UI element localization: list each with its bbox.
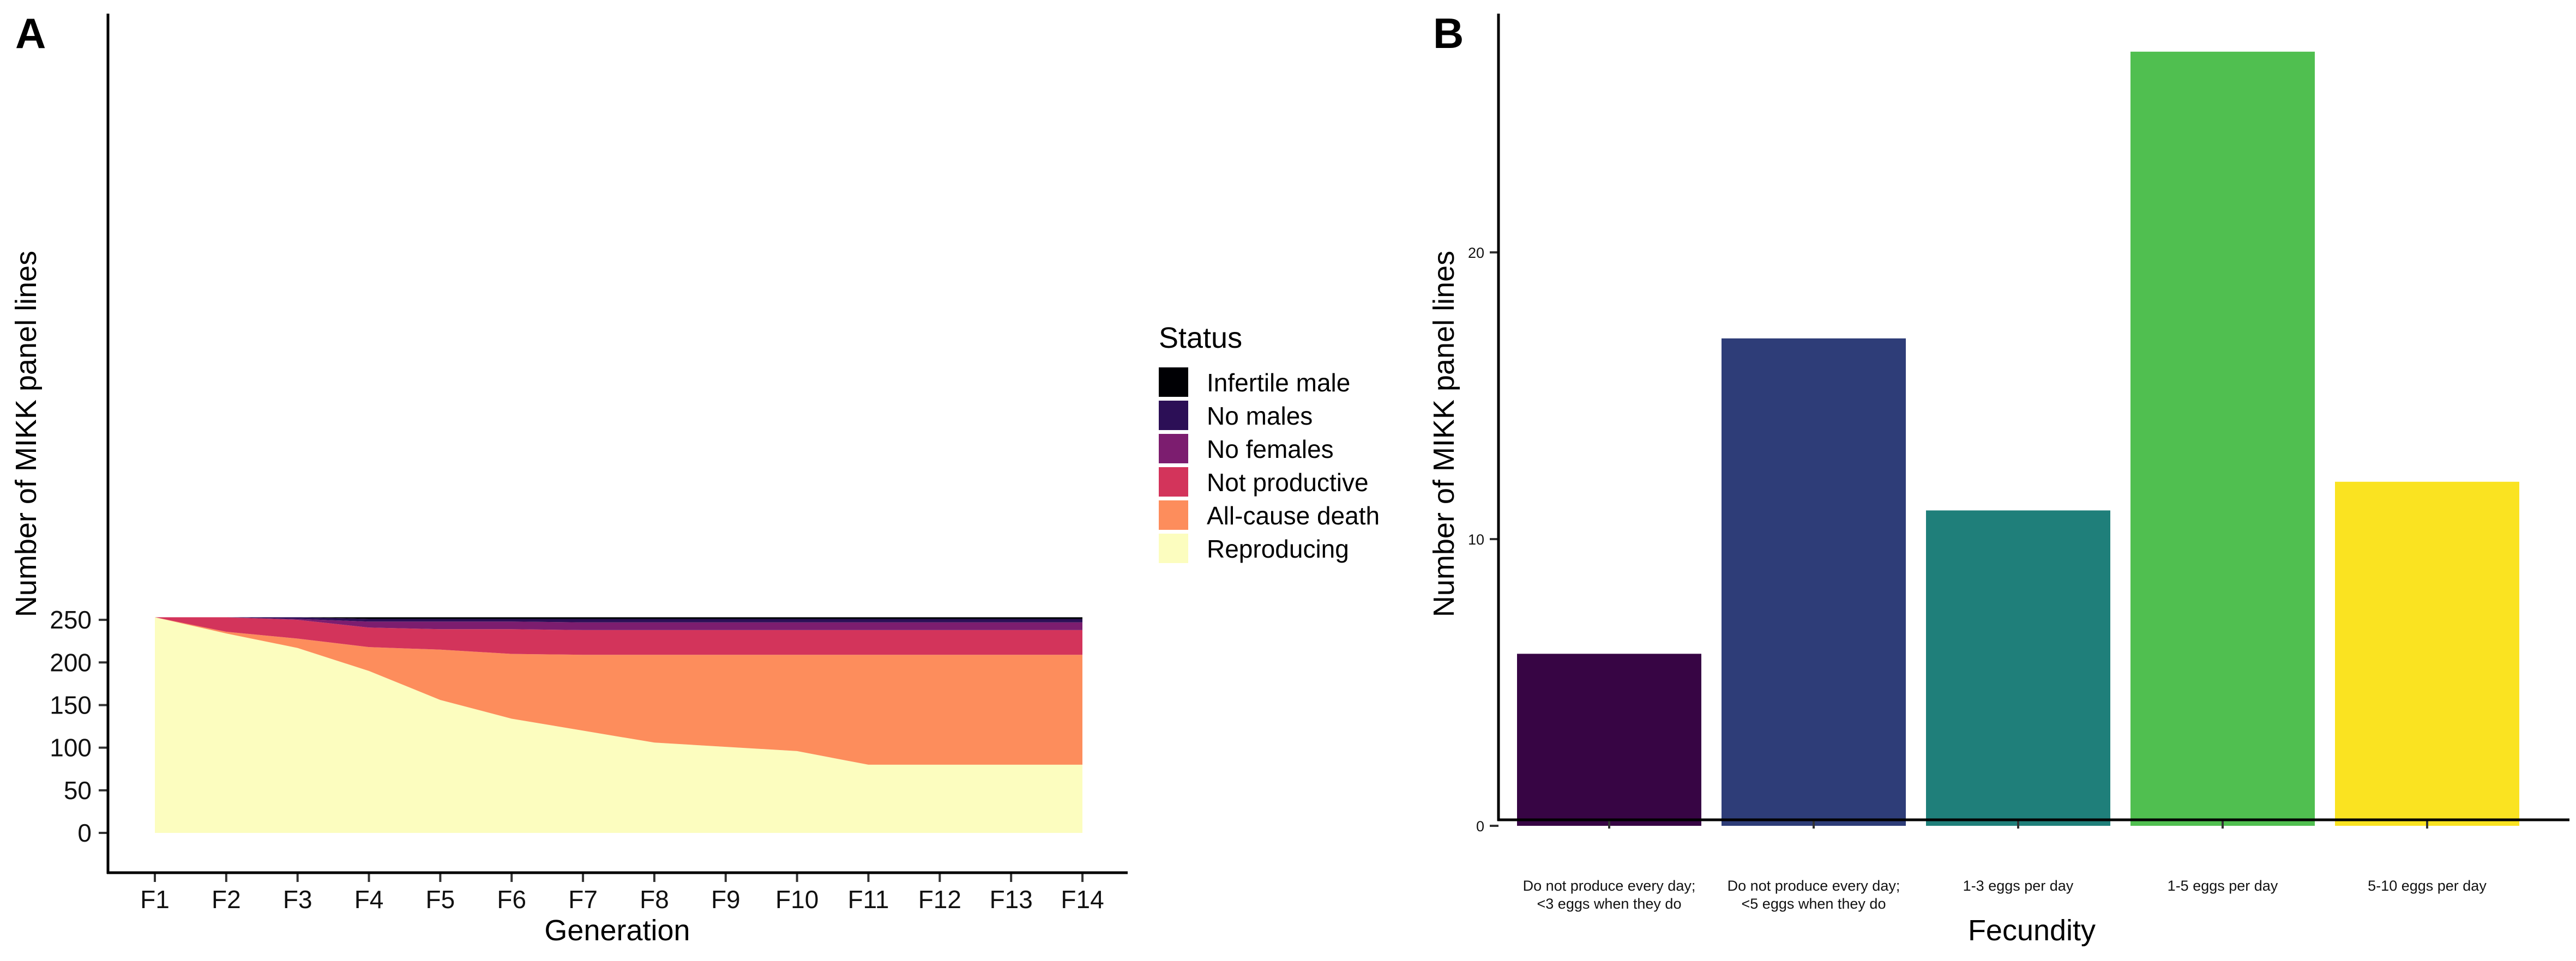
legend-label: No females (1207, 435, 1334, 463)
area-not-productive (155, 617, 1082, 655)
x-tick-label: 5-10 eggs per day (2368, 878, 2487, 894)
bar (2130, 51, 2315, 826)
x-tick-label: 1-3 eggs per day (1963, 878, 2074, 894)
panel-a-y-ticks: 0 50 100 150 200 250 (50, 606, 108, 847)
y-tick-label: 100 (50, 734, 92, 762)
legend-swatch (1159, 434, 1188, 463)
x-tick-label: F6 (497, 885, 526, 914)
y-tick-label: 250 (50, 606, 92, 634)
legend-title: Status (1159, 322, 1242, 354)
panel-b-x-label: Fecundity (1968, 914, 2096, 947)
legend-items: Infertile male No males No females Not prod… (1159, 367, 1380, 563)
area-no-males (155, 617, 1082, 622)
legend-swatch (1159, 367, 1188, 397)
panel-a-x-ticks: F1 F2 F3 F4 F5 F6 F7 F8 F9 F10 F11 F12 F13 F14 (140, 873, 1104, 914)
bar (1926, 510, 2110, 826)
x-tick-label: F9 (711, 885, 741, 914)
legend-swatch (1159, 467, 1188, 497)
legend-swatch (1159, 401, 1188, 430)
area-no-females (155, 617, 1082, 630)
panel-a-area-chart: A F1 F2 F3 F4 F5 F6 F7 F8 F9 F10 F11 F12 F13 F14 0 50 1… (10, 9, 1128, 947)
y-tick-label: 20 (1468, 245, 1484, 261)
panel-b-letter: B (1433, 9, 1464, 57)
legend-swatch (1159, 534, 1188, 563)
bar (1517, 654, 1701, 826)
x-tick-label: F7 (568, 885, 598, 914)
legend-swatch (1159, 500, 1188, 530)
legend-label: All-cause death (1207, 501, 1380, 530)
x-tick-label: <3 eggs when they do (1537, 896, 1682, 912)
status-legend: Status Infertile male No males No females N… (1159, 322, 1380, 563)
legend-label: Reproducing (1207, 535, 1349, 563)
y-tick-label: 0 (1476, 818, 1484, 835)
y-tick-label: 150 (50, 691, 92, 719)
x-tick-label: F12 (918, 885, 961, 914)
x-tick-label: 1-5 eggs per day (2168, 878, 2278, 894)
legend-label: Not productive (1207, 468, 1369, 497)
x-tick-label: F13 (990, 885, 1033, 914)
x-tick-label: F4 (354, 885, 384, 914)
x-tick-label: F1 (140, 885, 170, 914)
x-tick-label: F2 (212, 885, 241, 914)
panel-b-y-ticks: 0 10 20 (1468, 245, 1498, 835)
x-tick-label: F5 (426, 885, 455, 914)
x-tick-label: F3 (283, 885, 312, 914)
area-reproducing (155, 617, 1082, 833)
y-tick-label: 10 (1468, 531, 1484, 548)
panel-a-areas (155, 617, 1082, 833)
panel-b-bars (1517, 51, 2519, 826)
area-all-cause-death (155, 617, 1082, 765)
legend-label: Infertile male (1207, 368, 1350, 397)
x-tick-label: Do not produce every day; (1523, 878, 1696, 894)
y-tick-label: 0 (77, 819, 92, 847)
panel-b-y-label: Number of MIKK panel lines (1428, 251, 1460, 617)
bar (2335, 481, 2519, 826)
x-tick-label: F10 (775, 885, 818, 914)
area-infertile-male (155, 617, 1082, 619)
panel-a-x-label: Generation (544, 914, 690, 947)
legend-label: No males (1207, 402, 1313, 430)
bar (1722, 338, 1906, 826)
panel-b-x-ticks: Do not produce every day; <3 eggs when th… (1523, 820, 2487, 912)
y-tick-label: 50 (64, 776, 92, 805)
x-tick-label: F11 (848, 885, 889, 914)
x-tick-label: <5 eggs when they do (1742, 896, 1886, 912)
panel-a-y-label: Number of MIKK panel lines (10, 251, 43, 617)
x-tick-label: F14 (1061, 885, 1104, 914)
panel-b-bar-chart: B Do not produce every day; <3 eggs when … (1428, 9, 2569, 947)
x-tick-label: F8 (640, 885, 669, 914)
y-tick-label: 200 (50, 648, 92, 676)
panel-a-letter: A (15, 9, 46, 57)
x-tick-label: Do not produce every day; (1728, 878, 1900, 894)
